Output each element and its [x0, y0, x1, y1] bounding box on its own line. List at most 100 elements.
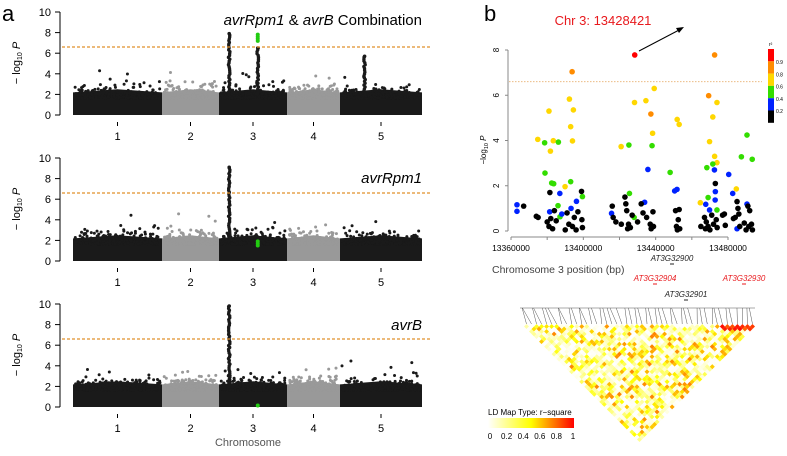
y-tick-label: 8 [45, 174, 51, 186]
chromosome-label: 2 [187, 277, 193, 289]
snp-point [542, 170, 548, 176]
snp-point [278, 232, 281, 235]
gene-label: AT3G32900 [650, 254, 694, 263]
snp-point [240, 243, 243, 246]
snp-point [188, 233, 191, 236]
snp-point [298, 87, 301, 90]
snp-point [378, 239, 381, 242]
snp-point [211, 86, 214, 89]
snp-point [143, 385, 146, 388]
snp-point [392, 94, 395, 97]
snp-point [272, 237, 275, 240]
snp-point [119, 388, 122, 391]
snp-point [416, 382, 419, 385]
legend-title: r² [769, 42, 773, 48]
snp-point [178, 237, 181, 240]
snp-point [714, 207, 720, 213]
snp-point [115, 384, 118, 387]
snp-point [313, 381, 316, 384]
chromosome-label: 4 [310, 131, 316, 143]
snp-point [645, 167, 651, 173]
legend-label: 0.2 [776, 109, 783, 115]
chromosome-label: 1 [114, 131, 120, 143]
snp-point [270, 383, 273, 386]
snp-point [535, 215, 541, 221]
snp-point [347, 380, 350, 383]
snp-point [308, 89, 311, 92]
snp-point [412, 371, 415, 374]
y-tick-label: 2 [492, 183, 501, 188]
snp-point [147, 93, 150, 96]
snp-point [267, 386, 270, 389]
snp-point [335, 241, 338, 244]
snp-point [269, 242, 272, 245]
snp-point [707, 139, 713, 145]
snp-point [187, 237, 190, 240]
chromosome-label: 3 [250, 423, 256, 435]
snp-point [139, 235, 142, 238]
y-tick-label: 4 [492, 138, 501, 143]
snp-point [245, 73, 248, 76]
snp-point [417, 230, 420, 233]
snp-point [116, 89, 119, 92]
snp-point [730, 191, 736, 197]
snp-point [651, 224, 657, 230]
snp-point [220, 387, 223, 390]
snp-point [398, 386, 401, 389]
snp-point [619, 221, 625, 227]
x-tick-label: 13400000 [564, 243, 602, 253]
gene-label: AT3G32904 [633, 274, 677, 283]
snp-point [322, 382, 325, 385]
snp-point [280, 91, 283, 94]
snp-point [129, 243, 132, 246]
snp-position-line [603, 308, 607, 324]
annotation-arrowhead [676, 27, 684, 33]
snp-point [272, 388, 275, 391]
snp-point [261, 232, 264, 235]
snp-point [96, 235, 99, 238]
snp-point [372, 93, 375, 96]
snp-point [91, 243, 94, 246]
chromosome-label: 3 [250, 277, 256, 289]
snp-point [317, 241, 320, 244]
snp-point [704, 165, 710, 171]
snp-point [275, 236, 278, 239]
snp-point [269, 379, 272, 382]
snp-point [209, 90, 212, 93]
snp-point [360, 381, 363, 384]
snp-point [119, 380, 122, 383]
snp-point [184, 80, 187, 83]
snp-point [302, 84, 305, 87]
snp-point [375, 92, 378, 95]
snp-point [350, 242, 353, 245]
x-tick-label: 13440000 [637, 243, 675, 253]
snp-point [650, 130, 656, 136]
snp-point [736, 211, 742, 217]
snp-point [750, 227, 756, 233]
x-axis-label: Chromosome [215, 437, 281, 449]
snp-point [211, 380, 214, 383]
snp-point [372, 235, 375, 238]
chromosome-label: 4 [310, 277, 316, 289]
snp-point [152, 378, 155, 381]
snp-point [123, 378, 126, 381]
chromosome-label: 5 [378, 423, 384, 435]
chromosome-label: 2 [187, 423, 193, 435]
snp-point [158, 381, 161, 384]
snp-point [169, 225, 172, 228]
significant-snp-point [256, 403, 260, 407]
snp-point [710, 161, 716, 167]
snp-point [143, 231, 146, 234]
snp-point [622, 194, 628, 200]
snp-point [396, 234, 399, 237]
snp-point [726, 172, 732, 178]
snp-point [297, 386, 300, 389]
snp-point [82, 388, 85, 391]
snp-point [249, 379, 252, 382]
snp-point [153, 242, 156, 245]
snp-point [95, 92, 98, 95]
snp-point [347, 97, 350, 100]
snp-point [289, 241, 292, 244]
snp-point [376, 243, 379, 246]
